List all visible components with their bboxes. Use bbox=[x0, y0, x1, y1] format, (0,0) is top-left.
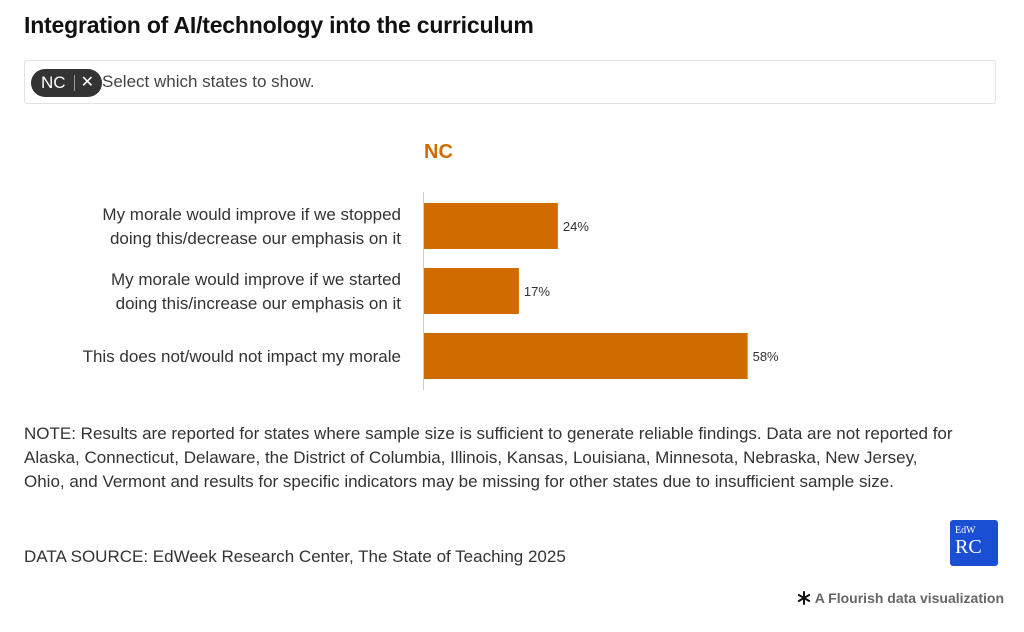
logo-top-text: EdW bbox=[955, 525, 976, 536]
chart-note: NOTE: Results are reported for states wh… bbox=[24, 424, 953, 491]
value-label-3: 58% bbox=[753, 349, 779, 364]
category-label-2-line-2: doing this/increase our emphasis on it bbox=[116, 294, 402, 313]
category-label-1-line-2: doing this/decrease our emphasis on it bbox=[110, 229, 401, 248]
state-filter[interactable]: NC ✕ Select which states to show. bbox=[24, 60, 996, 104]
value-label-1: 24% bbox=[563, 219, 589, 234]
logo-main-text: RC bbox=[955, 536, 982, 558]
state-chip-nc[interactable]: NC ✕ bbox=[31, 69, 102, 97]
data-source: DATA SOURCE: EdWeek Research Center, The… bbox=[24, 547, 566, 566]
bar-3 bbox=[424, 333, 748, 379]
category-label-2-line-1: My morale would improve if we started bbox=[111, 270, 401, 289]
panel-title: NC bbox=[424, 141, 453, 163]
category-label-3-line-1: This does not/would not impact my morale bbox=[83, 347, 401, 366]
chart-title: Integration of AI/technology into the cu… bbox=[24, 12, 534, 38]
close-icon[interactable]: ✕ bbox=[80, 74, 94, 91]
filter-placeholder[interactable]: Select which states to show. bbox=[102, 72, 315, 91]
category-label-1-line-1: My morale would improve if we stopped bbox=[102, 205, 401, 224]
state-chip-label: NC bbox=[41, 73, 66, 92]
chip-divider bbox=[73, 75, 75, 91]
bar-1 bbox=[424, 203, 558, 249]
bar-chart: NC 24% My morale would improve if we stop… bbox=[83, 141, 779, 390]
bar-2 bbox=[424, 268, 519, 314]
edweek-rc-logo[interactable]: EdW RC bbox=[950, 520, 998, 566]
attribution-text: A Flourish data visualization bbox=[814, 590, 1004, 606]
flourish-attribution[interactable]: A Flourish data visualization bbox=[797, 590, 1004, 606]
value-label-2: 17% bbox=[524, 284, 550, 299]
asterisk-icon bbox=[797, 591, 810, 605]
